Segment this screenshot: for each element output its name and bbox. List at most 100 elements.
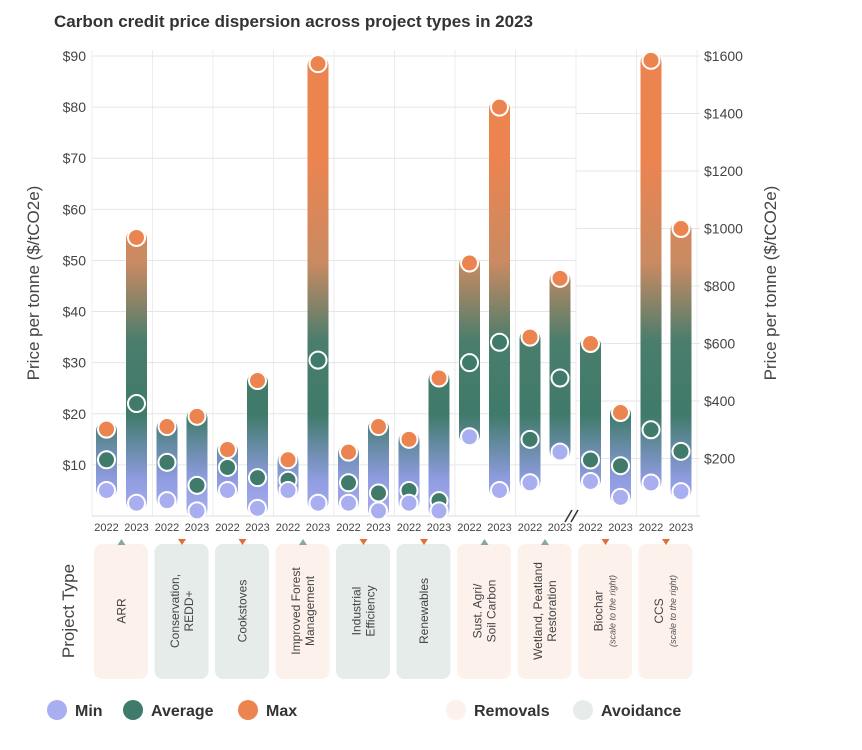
right-axis-label: Price per tonne ($/tCO2e) [761,186,780,381]
max-point [127,227,146,247]
bar-wetland-peatland-restoration-2023 [549,268,571,462]
average-point [520,429,540,449]
min-point [369,501,388,521]
year-label: 2023 [245,522,269,534]
panel-industrial-efficiency: IndustrialEfficiency [336,539,390,679]
panel-background [578,544,632,679]
year-labels: 2022 2023 2022 2023 2022 2023 2022 2023 2022 2023… [94,522,693,534]
max-point [369,417,388,437]
legend-label: Min [75,703,103,720]
year-label: 2023 [366,522,390,534]
min-point [671,482,691,502]
year-label: 2023 [185,522,209,534]
legend-avoidance: Avoidance [573,700,681,720]
min-point [460,427,479,447]
bar-arr-2022 [96,419,117,500]
bars-layer [96,50,692,521]
average-point [369,483,388,503]
average-point [550,368,570,388]
max-point [429,368,449,388]
range-bar [670,220,692,501]
panel-renewables: Renewables [396,539,451,679]
average-point [127,394,146,414]
x-axis-label: Project Type [59,564,78,658]
range-bar [459,254,480,446]
year-label: 2023 [306,522,330,534]
average-point [641,420,661,440]
year-label: 2022 [639,522,663,534]
trend-up-arrow [541,539,549,545]
max-point [248,371,267,391]
year-label: 2022 [215,522,239,534]
year-label: 2023 [487,522,511,534]
right-tick-label: $1400 [704,106,743,122]
panel-sust-agri-soil-carbon: Sust. Agri/Soil Carbon [457,539,511,679]
bar-sust-agri-soil-carbon-2023 [489,97,510,500]
min-point [127,493,146,513]
max-point [641,50,661,70]
trend-down-arrow [601,539,610,545]
average-point [308,350,328,370]
min-point [520,473,540,493]
right-tick-label: $400 [704,393,735,409]
bar-renewables-2022 [398,429,420,513]
year-label: 2022 [94,522,118,534]
average-point [611,456,630,476]
max-point [157,417,177,437]
left-tick-label: $90 [63,48,87,64]
panel-background [215,544,269,679]
project-type-label: Cookstoves [236,580,250,643]
trend-up-arrow [117,539,126,545]
year-label: 2022 [518,522,542,534]
bar-cookstoves-2023 [247,371,268,518]
panel-background [94,544,148,679]
left-tick-label: $10 [63,457,87,473]
panel-arr: ARR [94,539,148,679]
panel-background [336,544,390,679]
bar-ccs-2023 [670,219,692,502]
right-axis-ticks: $200 $400 $600 $800 $1000 $1200 $1400 $1600 [704,48,743,467]
max-point [550,268,570,288]
legend-label: Avoidance [601,703,681,720]
bar-arr-2023 [126,227,147,513]
legend-removals: Removals [446,700,550,720]
year-label: 2023 [427,522,451,534]
project-type-label: Sust. Agri/Soil Carbon [471,580,499,643]
panel-conservation-redd-: Conservation,REDD+ [154,539,209,679]
legend-label: Max [266,703,297,720]
bar-sust-agri-soil-carbon-2022 [459,253,480,447]
gridlines [91,50,700,517]
range-bar [640,51,662,492]
bar-renewables-2023 [428,368,450,521]
legend-max: Max [238,700,297,720]
max-point [278,450,298,470]
range-bar [428,369,450,520]
bar-improved-forest-management-2023 [307,54,329,513]
min-point [641,473,661,493]
average-point [460,353,479,373]
range-bar [247,372,268,517]
range-bar [126,228,147,512]
right-tick-label: $1200 [704,163,743,179]
min-point [157,491,177,511]
year-label: 2022 [397,522,421,534]
trend-down-arrow [178,539,186,545]
average-point [671,441,691,461]
year-label: 2022 [578,522,602,534]
left-axis-ticks: $10 $20 $30 $40 $50 $60 $70 $80 $90 [63,48,87,473]
left-axis-label: Price per tonne ($/tCO2e) [24,186,43,381]
max-point [187,406,207,426]
right-tick-label: $1000 [704,221,743,237]
year-label: 2022 [336,522,360,534]
max-point [218,440,237,460]
bar-cookstoves-2022 [217,440,238,500]
bar-biochar-2022 [580,334,601,491]
bar-industrial-efficiency-2023 [368,417,389,521]
max-point [460,253,479,273]
year-label: 2022 [155,522,179,534]
year-label: 2022 [457,522,481,534]
max-point [581,334,600,353]
panel-background [638,544,693,679]
project-type-label: Conservation,REDD+ [168,574,196,648]
